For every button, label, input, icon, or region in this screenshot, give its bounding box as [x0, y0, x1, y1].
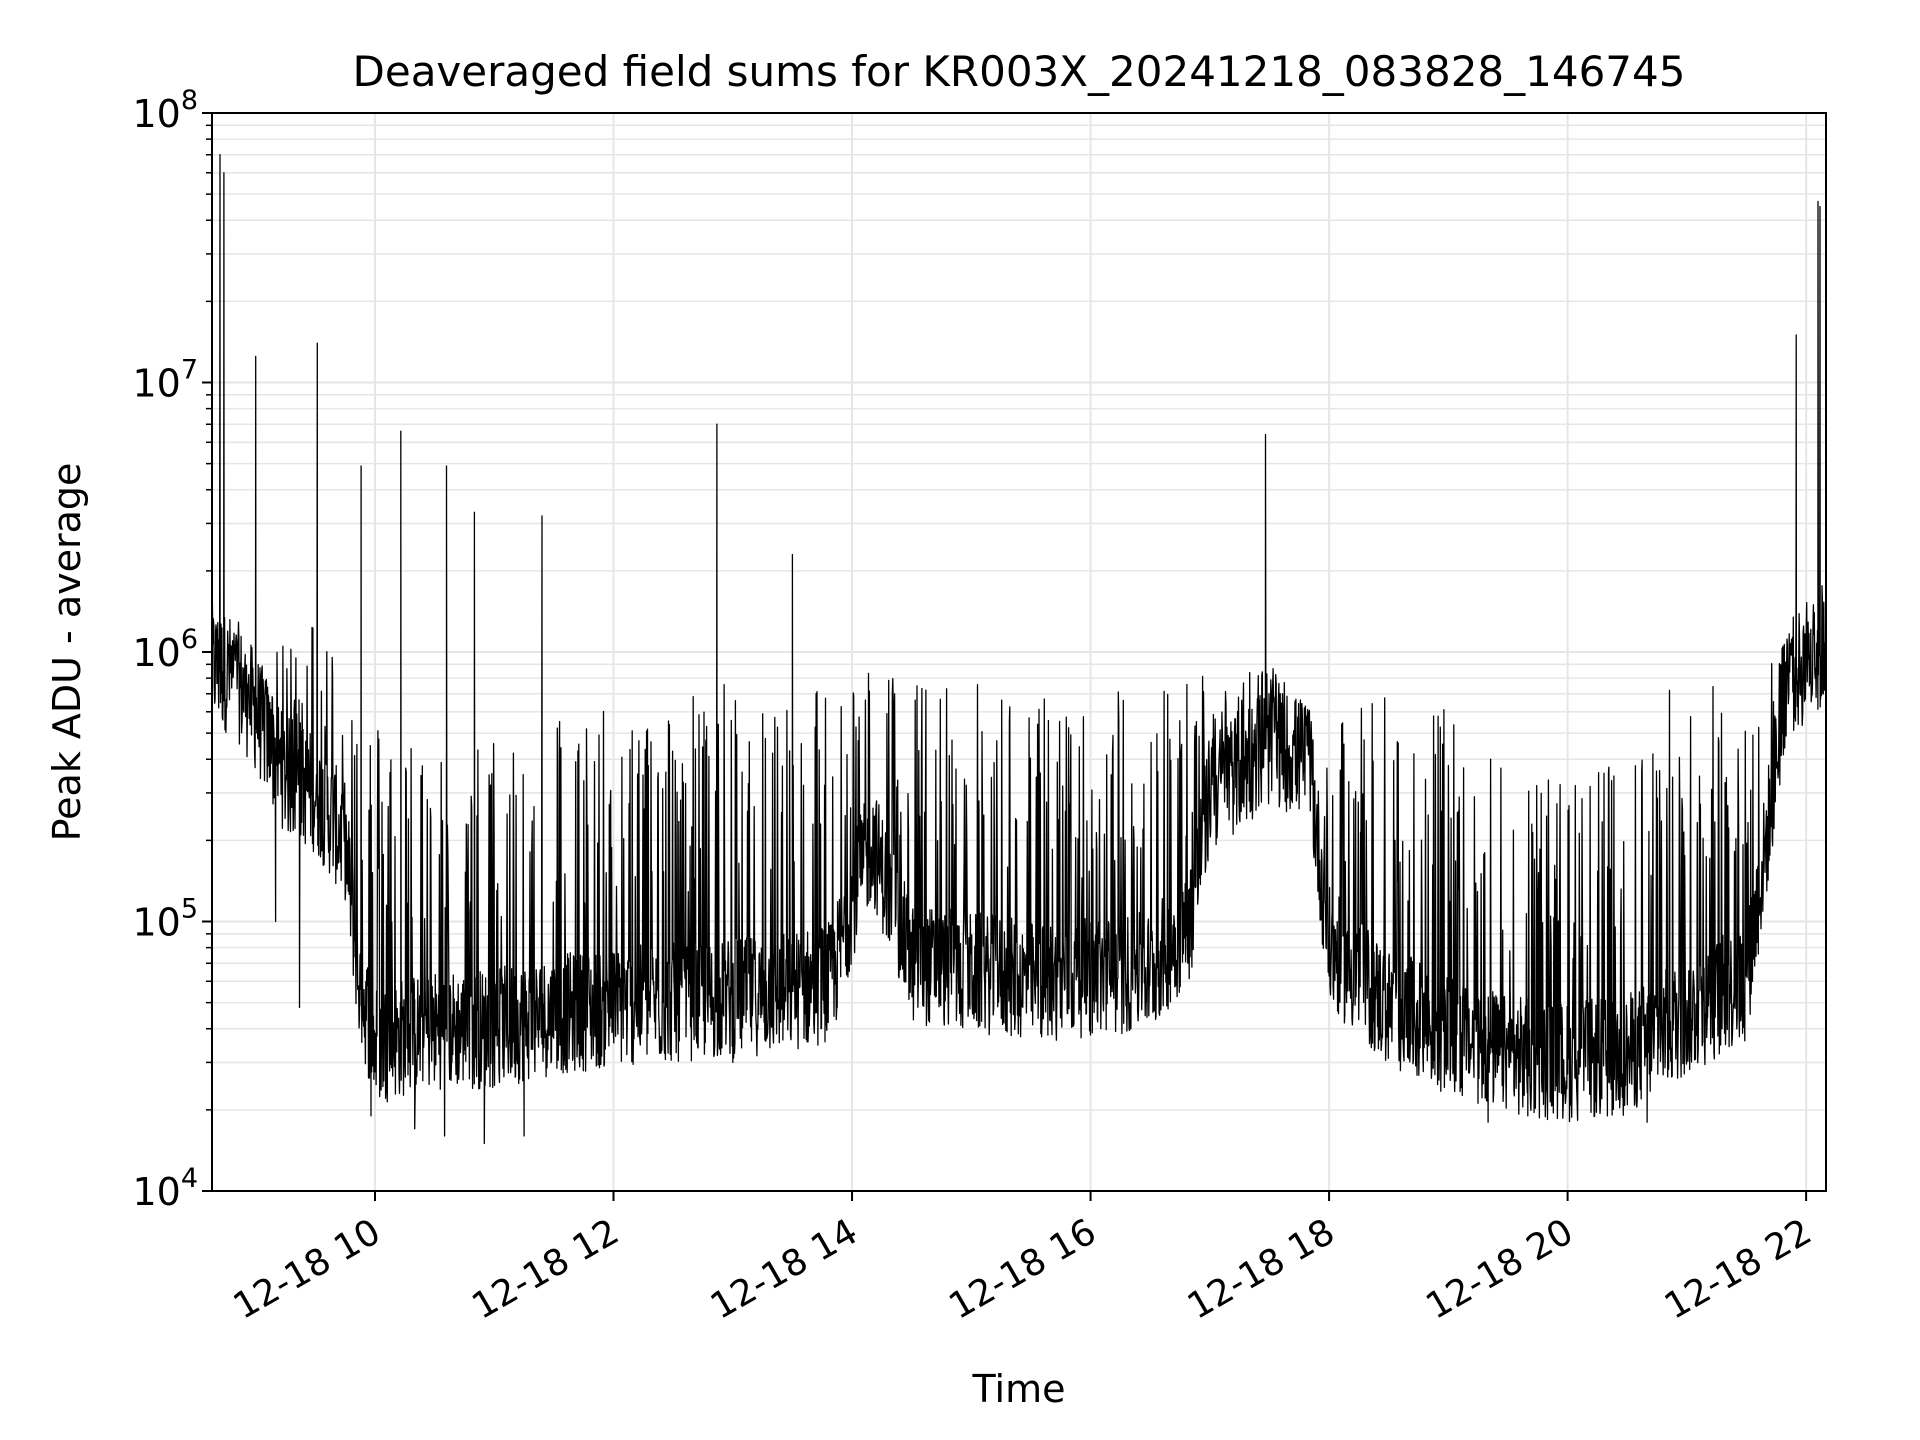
x-tick-label: 12-18 16 [942, 1211, 1103, 1327]
y-tick-label: 106 [132, 624, 198, 675]
y-axis: 104 105 106 107 108 [132, 85, 212, 1214]
x-tick-label: 12-18 18 [1181, 1211, 1342, 1327]
x-axis-label: Time [972, 1367, 1066, 1411]
x-axis: 12-18 10 12-18 12 12-18 14 12-18 16 12-18 18… [227, 1191, 1819, 1328]
chart-title: Deaveraged field sums for KR003X_2024121… [353, 47, 1686, 96]
plot-area [211, 154, 1827, 1145]
y-tick-label: 104 [132, 1163, 198, 1214]
y-tick-label: 105 [132, 894, 198, 945]
y-tick-label: 108 [132, 85, 198, 136]
x-tick-label: 12-18 14 [704, 1211, 865, 1327]
x-tick-label: 12-18 20 [1419, 1211, 1580, 1327]
y-axis-label: Peak ADU - average [45, 463, 89, 842]
y-tick-label: 107 [132, 355, 198, 406]
series-line [211, 154, 1827, 1145]
x-tick-label: 12-18 22 [1658, 1211, 1819, 1327]
x-tick-label: 12-18 12 [465, 1211, 626, 1327]
x-tick-label: 12-18 10 [227, 1211, 388, 1327]
